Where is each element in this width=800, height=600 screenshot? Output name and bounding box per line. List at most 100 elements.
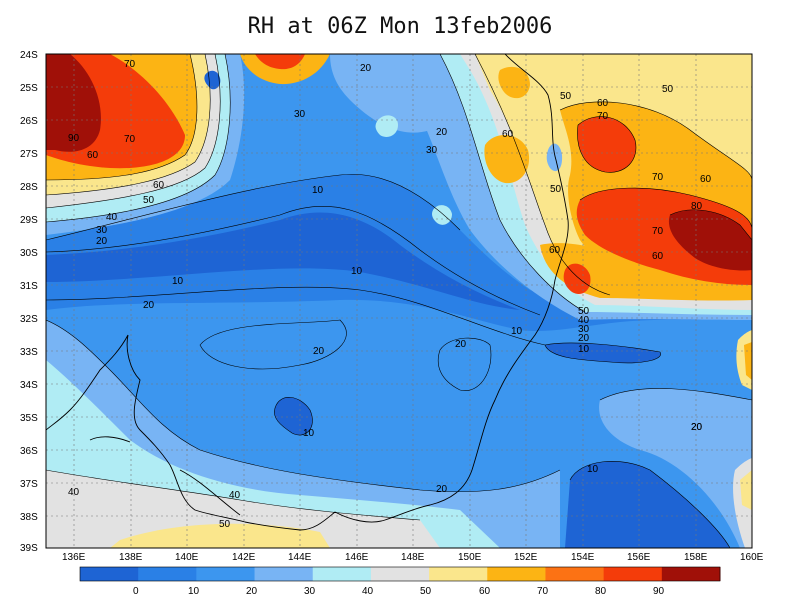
map-title: RH at 06Z Mon 13feb2006 [247, 14, 553, 39]
lat-label: 30S [20, 248, 38, 259]
lon-axis: 136E 138E 140E 142E 144E 146E 148E 150E … [62, 552, 764, 563]
band-30-40-coast [546, 143, 563, 172]
filled-contours: 70 90 70 60 60 50 40 30 20 20 30 10 20 3… [46, 54, 752, 548]
lon-label: 156E [627, 552, 651, 563]
contour-label: 20 [436, 484, 448, 495]
contour-label: 70 [597, 111, 609, 122]
colorbar-tick-label: 90 [653, 586, 665, 597]
lon-label: 152E [514, 552, 538, 563]
contour-label: 10 [587, 464, 599, 475]
lon-label: 142E [232, 552, 256, 563]
band-0-10-small [274, 397, 313, 436]
band-70-80-east-c [484, 134, 530, 184]
colorbar-tick-label: 60 [479, 586, 491, 597]
colorbar-tick-label: 20 [246, 586, 258, 597]
contour-label: 60 [700, 174, 712, 185]
lat-label: 27S [20, 149, 38, 160]
colorbar-swatch [80, 567, 139, 581]
lon-label: 140E [175, 552, 199, 563]
lon-label: 154E [571, 552, 595, 563]
band-0-10-east-strip [545, 342, 661, 363]
lon-label: 144E [288, 552, 312, 563]
contour-lines [46, 54, 752, 548]
colorbar-swatch [370, 567, 430, 581]
colorbar-tick-label: 80 [595, 586, 607, 597]
contour-label: 20 [691, 422, 703, 433]
contour-label: 70 [652, 172, 664, 183]
contour-label: 30 [96, 225, 108, 236]
band-70-80-far-east [744, 342, 752, 380]
lon-label: 136E [62, 552, 86, 563]
lat-label: 38S [20, 512, 38, 523]
contour-label: 50 [143, 195, 155, 206]
band-60-70-sw [110, 523, 330, 548]
band-80-90-top [255, 54, 305, 70]
lat-label: 39S [20, 543, 38, 554]
plot-frame [45, 53, 753, 549]
colorbar-swatch [603, 567, 663, 581]
lon-label: 160E [740, 552, 764, 563]
colorbar [79, 566, 721, 582]
contour-label: 70 [652, 226, 664, 237]
colorbar-swatch [138, 567, 197, 581]
band-70-80-east-d [498, 66, 530, 99]
contour-label-layer: 70 90 70 60 60 50 40 30 20 20 30 10 20 3… [68, 59, 712, 530]
lon-label: 150E [458, 552, 482, 563]
lat-label: 24S [20, 50, 38, 61]
colorbar-tick-label: 0 [133, 586, 139, 597]
lat-label: 26S [20, 116, 38, 127]
contour-label: 60 [153, 180, 165, 191]
colorbar-border [79, 566, 721, 582]
contour-label: 70 [124, 59, 136, 70]
lat-label: 37S [20, 479, 38, 490]
lon-label: 148E [401, 552, 425, 563]
contour-label: 20 [436, 127, 448, 138]
band-60-70-se [740, 470, 752, 510]
contour-label: 20 [96, 236, 108, 247]
colorbar-swatch [661, 567, 721, 581]
colorbar-swatch [312, 567, 372, 581]
lat-label: 36S [20, 446, 38, 457]
colorbar-swatch [196, 567, 256, 581]
colorbar-tick-label: 10 [188, 586, 200, 597]
contour-label: 50 [662, 84, 674, 95]
contour-label: 50 [560, 91, 572, 102]
colorbar-swatch [545, 567, 605, 581]
colorbar-swatch [254, 567, 314, 581]
lat-label: 35S [20, 413, 38, 424]
colorbar-labels: 0 10 20 30 40 50 60 70 80 90 [133, 586, 665, 597]
band-50-60-sw [46, 470, 440, 548]
contour-label: 30 [294, 109, 306, 120]
lat-label: 34S [20, 380, 38, 391]
contour-label: 20 [455, 339, 467, 350]
lat-label: 31S [20, 281, 38, 292]
colorbar-tick-label: 30 [304, 586, 316, 597]
lat-label: 25S [20, 83, 38, 94]
contour-label: 10 [172, 276, 184, 287]
band-20-30-center [200, 320, 347, 369]
contour-label: 60 [87, 150, 99, 161]
lon-label: 146E [345, 552, 369, 563]
contour-label: 40 [68, 487, 80, 498]
lon-label: 158E [684, 552, 708, 563]
lat-label: 32S [20, 314, 38, 325]
contour-label: 20 [143, 300, 155, 311]
colorbar-swatch [429, 567, 488, 581]
contour-label: 10 [578, 344, 590, 355]
contour-label: 40 [229, 490, 241, 501]
contour-label: 80 [691, 201, 703, 212]
contour-label: 60 [597, 98, 609, 109]
band-40-50-mid-pocket [432, 205, 452, 225]
colorbar-tick-label: 70 [537, 586, 549, 597]
contour-label: 20 [578, 333, 590, 344]
band-0-10-north [204, 70, 221, 90]
contour-label: 10 [511, 326, 523, 337]
coastline [46, 54, 569, 531]
contour-label: 90 [68, 133, 80, 144]
lat-label: 33S [20, 347, 38, 358]
contour-label: 60 [502, 129, 514, 140]
contour-label: 10 [351, 266, 363, 277]
contour-label: 60 [652, 251, 664, 262]
contour-label: 30 [578, 324, 590, 335]
contour-label: 50 [550, 184, 562, 195]
